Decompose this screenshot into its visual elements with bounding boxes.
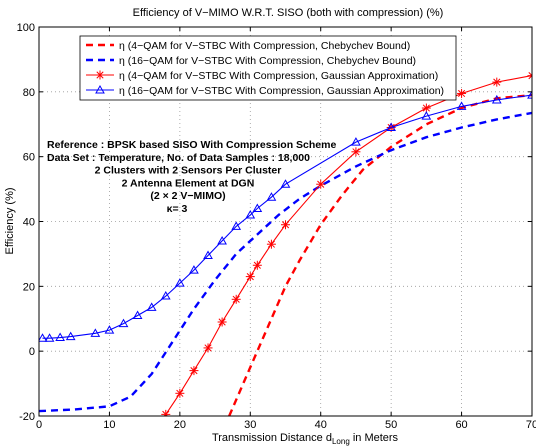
triangle-marker	[174, 278, 185, 287]
x-axis-label-tail: in Meters	[350, 432, 399, 444]
legend-entry: η (4−QAM for V−STBC With Compression, Ga…	[119, 70, 438, 82]
legend-entry: η (16−QAM for V−STBC With Compression, G…	[119, 85, 444, 97]
x-tick-label: 30	[244, 419, 256, 431]
y-tick-label: 100	[17, 22, 35, 34]
triangle-marker	[44, 333, 55, 342]
series-1	[228, 93, 532, 416]
star-marker	[316, 179, 326, 189]
series-layer	[39, 71, 532, 416]
legend: η (4−QAM for V−STBC With Compression, Ch…	[79, 35, 457, 101]
triangle-marker	[527, 90, 532, 99]
star-marker	[217, 317, 227, 327]
legend-entry: η (4−QAM for V−STBC With Compression, Ch…	[119, 40, 410, 52]
star-marker	[161, 409, 171, 416]
series-2	[39, 111, 532, 413]
legend-box	[79, 35, 457, 101]
triangle-marker	[90, 328, 101, 337]
triangle-marker	[146, 302, 157, 311]
star-marker	[281, 220, 290, 230]
triangle-marker	[39, 333, 48, 342]
triangle-marker	[280, 179, 291, 188]
y-axis-label: Efficiency (%)	[4, 187, 16, 254]
y-tick-label: 40	[23, 217, 35, 229]
triangle-marker	[132, 310, 143, 320]
triangle-marker	[456, 101, 467, 110]
y-tick-label: 20	[23, 281, 35, 293]
triangle-marker	[95, 84, 105, 94]
x-tick-label: 60	[455, 419, 467, 431]
series-line	[228, 93, 532, 416]
triangle-marker	[245, 210, 256, 219]
triangle-marker	[351, 137, 361, 146]
star-marker	[492, 77, 502, 87]
triangle-marker	[421, 111, 432, 120]
series-line	[39, 111, 532, 413]
triangle-marker	[104, 325, 115, 334]
annotation-line: (2 × 2 V−MIMO)	[150, 190, 225, 202]
y-tick-label: 80	[23, 87, 35, 99]
triangle-marker	[55, 332, 65, 342]
triangle-marker	[65, 331, 76, 341]
annotation-line: 2 Clusters with 2 Sensors Per Cluster	[95, 165, 282, 177]
x-axis-label-subscript: Long	[332, 437, 350, 446]
series-3	[161, 71, 532, 416]
series-line	[42, 94, 532, 339]
star-marker	[527, 71, 532, 81]
x-tick-label: 50	[385, 419, 397, 431]
triangle-marker	[160, 291, 171, 300]
triangle-marker	[266, 192, 277, 201]
x-axis-label: Transmission Distance dLong in Meters	[212, 432, 399, 446]
chart-title: Efficiency of V−MIMO W.R.T. SISO (both w…	[133, 7, 444, 19]
star-marker	[457, 88, 467, 98]
star-marker	[231, 294, 241, 304]
x-tick-label: 20	[174, 419, 186, 431]
annotation-line: 2 Antenna Element at DGN	[122, 177, 255, 189]
triangle-marker	[203, 250, 213, 260]
x-axis-label-main: Transmission Distance d	[212, 432, 332, 444]
star-marker	[351, 147, 361, 157]
star-marker	[189, 366, 199, 376]
x-tick-label: 40	[315, 419, 327, 431]
y-tick-label: 0	[29, 346, 35, 358]
y-tick-label: 60	[23, 152, 35, 164]
star-marker	[245, 272, 255, 282]
triangle-marker	[252, 203, 263, 213]
series-line	[165, 75, 532, 415]
star-marker	[175, 388, 185, 398]
series-4	[39, 90, 532, 342]
annotation-line: κ= 3	[167, 203, 188, 215]
x-tick-label: 70	[526, 419, 536, 431]
annotation-line: Reference : BPSK based SISO With Compres…	[47, 139, 336, 151]
triangle-marker	[386, 122, 397, 131]
x-tick-label: 0	[36, 419, 42, 431]
plot-frame	[38, 26, 533, 417]
star-marker	[421, 103, 431, 113]
y-tick-label: -20	[19, 411, 35, 423]
legend-entry: η (16−QAM for V−STBC With Compression, C…	[119, 55, 416, 67]
annotation-line: Data Set : Temperature, No. of Data Samp…	[47, 152, 310, 164]
triangle-marker	[491, 94, 502, 104]
star-marker	[95, 70, 105, 80]
triangle-marker	[118, 318, 129, 328]
triangle-marker	[217, 235, 227, 245]
star-marker	[203, 343, 213, 353]
triangle-marker	[231, 221, 242, 230]
annotation-block: Reference : BPSK based SISO With Compres…	[47, 139, 336, 215]
star-marker	[252, 260, 262, 270]
triangle-marker	[189, 265, 199, 274]
star-marker	[266, 239, 276, 249]
x-tick-label: 10	[103, 419, 115, 431]
